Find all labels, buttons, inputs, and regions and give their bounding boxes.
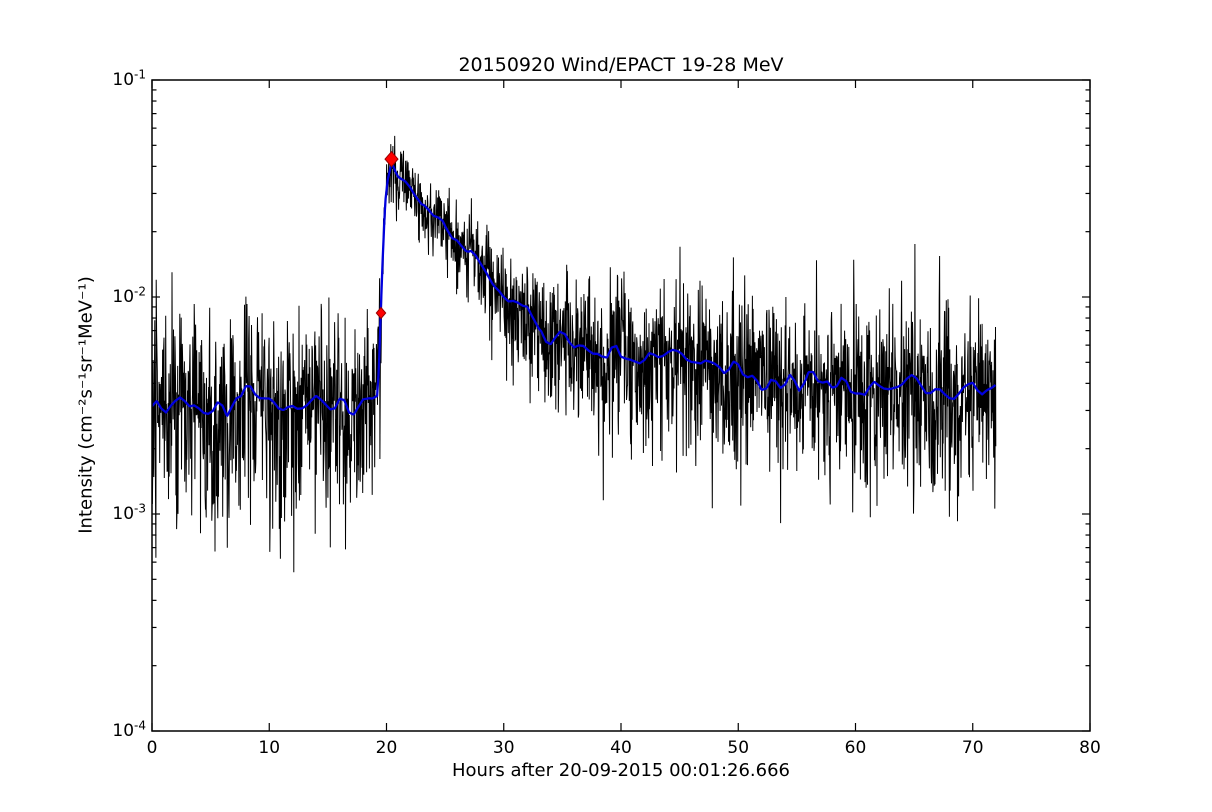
x-tick-label-30: 30 [492,738,515,758]
x-tick-label-20: 20 [375,738,398,758]
x-tick-label-0: 0 [146,738,158,758]
x-tick-label-60: 60 [844,738,867,758]
y-axis-label: Intensity (cm⁻²s⁻¹sr⁻¹MeV⁻¹) [75,276,97,534]
x-tick-label-50: 50 [727,738,750,758]
chart-title: 20150920 Wind/EPACT 19-28 MeV [458,54,784,76]
black-series-line [152,135,997,573]
blue-smoothed-line [152,162,997,417]
y-tick-label-10e-2: 10-2 [112,284,146,307]
y-tick-label-10e-1: 10-1 [112,67,146,90]
onset-marker [375,306,387,320]
axis-frame [151,79,1091,732]
peak-marker [384,150,399,168]
x-tick-label-80: 80 [1079,738,1101,758]
y-tick-label-10e-3: 10-3 [112,501,146,524]
plot-area [152,135,997,573]
x-tick-label-10: 10 [258,738,281,758]
x-tick-label-40: 40 [610,738,632,758]
y-tick-label-10e-4: 10-4 [112,718,146,741]
x-axis-label: Hours after 20-09-2015 00:01:26.666 [451,760,790,781]
x-tick-label-70: 70 [961,738,984,758]
